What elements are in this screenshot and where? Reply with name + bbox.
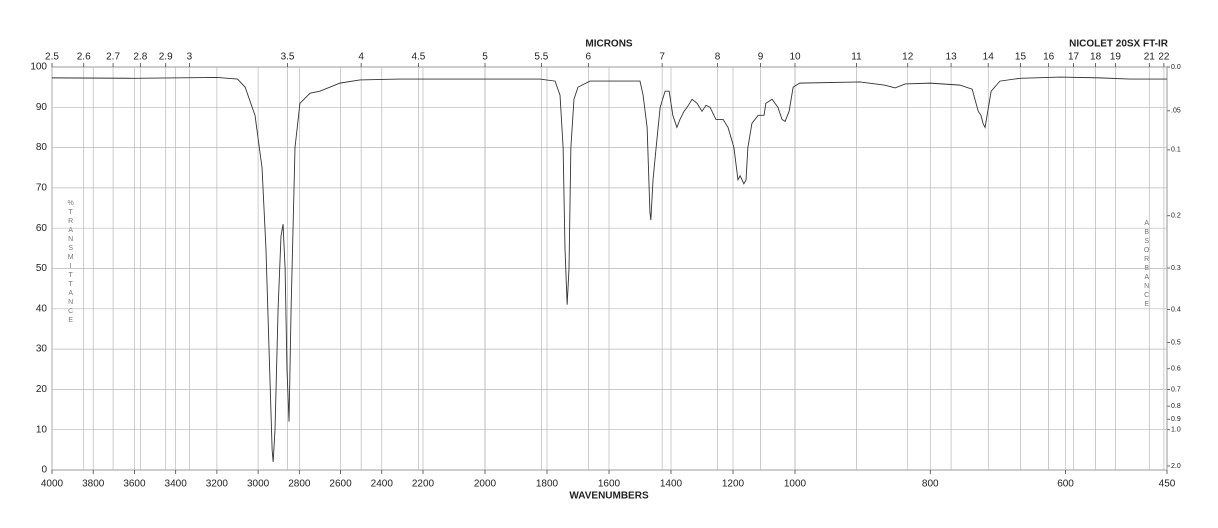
x-tick-label: 3800 (82, 479, 105, 490)
x-tick-label: 3200 (206, 479, 229, 490)
x-tick-label: 2000 (474, 479, 497, 490)
x2-tick-label: 2.8 (133, 52, 147, 63)
y-tick-label: 90 (36, 102, 48, 113)
x2-tick-label: 14 (983, 52, 995, 63)
y-tick-label: 20 (36, 384, 48, 395)
x2-tick-label: 10 (789, 52, 801, 63)
x-tick-label: 450 (1159, 479, 1176, 490)
y2-tick-label: 1.0 (1171, 427, 1181, 434)
y-tick-label: 60 (36, 223, 48, 234)
x2-tick-label: 6 (586, 52, 592, 63)
x-tick-label: 2400 (371, 479, 394, 490)
x-tick-label: 1600 (598, 479, 621, 490)
x-tick-label: 1800 (536, 479, 559, 490)
x2-tick-label: 3 (187, 52, 193, 63)
y2-tick-label: 0.6 (1171, 366, 1181, 373)
y2-tick-label: 0.3 (1171, 265, 1181, 272)
x-tick-label: 3400 (165, 479, 188, 490)
y2-tick-label: 0.5 (1171, 339, 1181, 346)
x2-tick-label: 2.7 (106, 52, 120, 63)
x2-tick-label: 4.5 (411, 52, 425, 63)
y-tick-label: 100 (30, 62, 47, 73)
y2-tick-label: 0.2 (1171, 213, 1181, 220)
y-tick-label: 10 (36, 424, 48, 435)
y2-tick-label: 0.1 (1171, 147, 1181, 154)
x-tick-label: 2600 (329, 479, 352, 490)
x2-tick-label: 7 (659, 52, 665, 63)
x-tick-label: 2800 (288, 479, 311, 490)
x2-tick-label: 2.9 (159, 52, 173, 63)
x2-tick-label: 19 (1110, 52, 1122, 63)
x2-tick-label: 5.5 (534, 52, 548, 63)
x2-tick-label: 11 (851, 52, 862, 63)
y2-tick-label: 0.7 (1171, 386, 1181, 393)
y-tick-label: 0 (41, 465, 47, 476)
x2-tick-label: 22 (1158, 52, 1170, 63)
spectrum-line (51, 76, 1167, 462)
y2-axis-label: ABSORBANCE (1143, 220, 1150, 310)
x2-tick-label: 4 (358, 52, 364, 63)
y2-tick-label: 0.4 (1171, 306, 1181, 313)
x2-tick-label: 17 (1068, 52, 1080, 63)
x2-tick-label: 8 (715, 52, 721, 63)
y2-tick-label: 2.0 (1171, 463, 1181, 470)
x-tick-label: 1200 (722, 479, 745, 490)
x-tick-label: 2200 (412, 479, 435, 490)
x-tick-label: 3600 (123, 479, 146, 490)
y-tick-label: 50 (36, 263, 48, 274)
x2-tick-label: 18 (1090, 52, 1102, 63)
x2-tick-label: 15 (1015, 52, 1027, 63)
x-tick-label: 800 (922, 479, 939, 490)
y2-tick-label: .05 (1171, 108, 1181, 115)
y2-tick-label: 0.9 (1171, 416, 1181, 423)
y-tick-label: 70 (36, 183, 48, 194)
x2-tick-label: 2.6 (77, 52, 91, 63)
x-tick-label: 1400 (660, 479, 683, 490)
y-tick-label: 40 (36, 303, 48, 314)
y-axis-label: %TRANSMITTANCE (67, 200, 74, 326)
y-tick-label: 80 (36, 142, 48, 153)
x2-tick-label: 12 (902, 52, 914, 63)
y-tick-label: 30 (36, 344, 48, 355)
x-tick-label: 3000 (247, 479, 270, 490)
y2-tick-label: 0.0 (1171, 64, 1181, 71)
x-tick-label: 4000 (41, 479, 64, 490)
x2-tick-label: 13 (946, 52, 958, 63)
x2-tick-label: 3.5 (281, 52, 295, 63)
x-tick-label: 600 (1057, 479, 1074, 490)
x-tick-label: 1000 (784, 479, 807, 490)
x-axis-label: WAVENUMBERS (569, 491, 649, 502)
x2-tick-label: 16 (1043, 52, 1055, 63)
chart-title: MICRONS (585, 39, 633, 50)
x2-tick-label: 21 (1144, 52, 1156, 63)
x2-tick-label: 2.5 (45, 52, 59, 63)
x2-tick-label: 5 (482, 52, 488, 63)
x2-tick-label: 9 (758, 52, 764, 63)
chart-subtitle: NICOLET 20SX FT-IR (1069, 39, 1169, 50)
y2-tick-label: 0.8 (1171, 403, 1181, 410)
